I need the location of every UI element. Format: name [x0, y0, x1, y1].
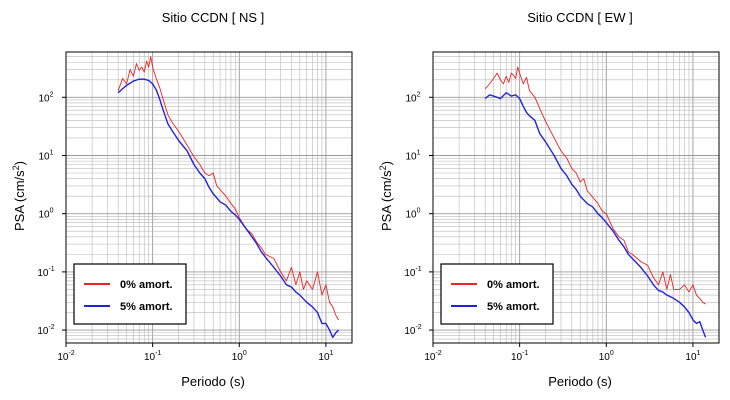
x-tick-label-exponent: 1	[697, 350, 701, 357]
y-tick-label-exponent: 0	[417, 208, 421, 215]
x-tick-label-base: 10	[511, 352, 523, 363]
x-tick-label-exponent: 1	[330, 350, 334, 357]
y-axis-label-main: PSA (cm/s	[12, 170, 27, 231]
chart-title: Sitio CCDN [ EW ]	[527, 10, 632, 25]
y-tick-label: 100	[38, 208, 53, 221]
y-tick-label-base: 10	[404, 268, 416, 279]
y-tick-label: 101	[38, 149, 53, 162]
series-line	[117, 56, 339, 321]
x-tick-label-exponent: -2	[68, 350, 74, 357]
legend: 0% amort. 5% amort.	[73, 263, 187, 325]
x-tick-label: 10-2	[57, 350, 74, 363]
y-tick-label-base: 10	[38, 210, 50, 221]
x-tick-label-base: 10	[685, 352, 697, 363]
x-tick-label: 100	[599, 350, 614, 363]
x-tick-label-exponent: -2	[435, 350, 441, 357]
legend-box	[73, 263, 187, 325]
y-tick-label-base: 10	[38, 151, 50, 162]
x-tick-label-base: 10	[424, 352, 436, 363]
series-line	[484, 91, 707, 338]
y-tick-label: 101	[405, 149, 420, 162]
legend-label: 0% amort.	[120, 279, 173, 291]
x-tick-label: 10-1	[511, 350, 528, 363]
y-tick-label-exponent: -1	[48, 266, 54, 273]
y-tick-label-base: 10	[405, 210, 417, 221]
y-axis-label: PSA (cm/s2)	[378, 161, 394, 231]
y-tick-label-base: 10	[37, 268, 49, 279]
y-axis-label-superscript: 2	[378, 165, 388, 170]
x-tick-label-base: 10	[144, 352, 156, 363]
y-tick-label-exponent: 1	[417, 149, 421, 156]
y-tick-label-exponent: 1	[50, 149, 54, 156]
y-tick-label: 10-2	[404, 324, 421, 337]
legend-label: 0% amort.	[487, 279, 540, 291]
chart-ns: Sitio CCDN [ NS ] 10-2 10-1 100 10110-210-1…	[11, 10, 353, 389]
x-tick-label-base: 10	[232, 352, 244, 363]
y-tick-label-base: 10	[404, 326, 416, 337]
legend: 0% amort. 5% amort.	[440, 263, 554, 325]
legend-label: 5% amort.	[487, 301, 540, 313]
y-axis-label-close: )	[379, 161, 394, 165]
y-axis-label: PSA (cm/s2)	[11, 161, 27, 231]
y-tick-label-base: 10	[405, 93, 417, 104]
y-tick-label-base: 10	[405, 151, 417, 162]
y-tick-label: 100	[405, 208, 420, 221]
y-tick-label-exponent: -2	[48, 324, 54, 331]
series-line	[117, 78, 340, 339]
x-tick-label-base: 10	[318, 352, 330, 363]
x-tick-label-exponent: 0	[243, 350, 247, 357]
y-tick-label: 10-2	[37, 324, 54, 337]
y-tick-label-base: 10	[37, 326, 49, 337]
legend-label: 5% amort.	[120, 301, 173, 313]
y-axis-label-close: )	[12, 161, 27, 165]
x-tick-label: 101	[685, 350, 700, 363]
x-tick-label-exponent: 0	[610, 350, 614, 357]
y-axis-label-main: PSA (cm/s	[379, 170, 394, 231]
y-tick-label-exponent: 0	[50, 208, 54, 215]
y-tick-label-exponent: -2	[415, 324, 421, 331]
x-tick-label-base: 10	[599, 352, 611, 363]
y-tick-label: 10-1	[37, 266, 54, 279]
x-axis-label: Periodo (s)	[181, 374, 245, 389]
series-line	[484, 66, 706, 305]
y-tick-label: 10-1	[404, 266, 421, 279]
y-tick-label-exponent: 2	[417, 91, 421, 98]
y-tick-label: 102	[38, 91, 53, 104]
x-tick-label-exponent: -1	[522, 350, 528, 357]
plot-frame	[65, 51, 353, 344]
y-tick-label-exponent: 2	[50, 91, 54, 98]
y-tick-label: 102	[405, 91, 420, 104]
x-tick-label: 10-2	[424, 350, 441, 363]
y-tick-label-exponent: -1	[415, 266, 421, 273]
x-tick-label: 10-1	[144, 350, 161, 363]
x-tick-label-exponent: -1	[155, 350, 161, 357]
chart-ew: Sitio CCDN [ EW ] 10-2 10-1 100 10110-210-1…	[378, 10, 720, 389]
chart-title: Sitio CCDN [ NS ]	[162, 10, 265, 25]
plot-frame	[432, 51, 720, 344]
x-tick-label-base: 10	[57, 352, 69, 363]
y-tick-label-base: 10	[38, 93, 50, 104]
legend-box	[440, 263, 554, 325]
x-tick-label: 101	[318, 350, 333, 363]
y-axis-label-superscript: 2	[11, 165, 21, 170]
x-axis-label: Periodo (s)	[548, 374, 612, 389]
x-tick-label: 100	[232, 350, 247, 363]
